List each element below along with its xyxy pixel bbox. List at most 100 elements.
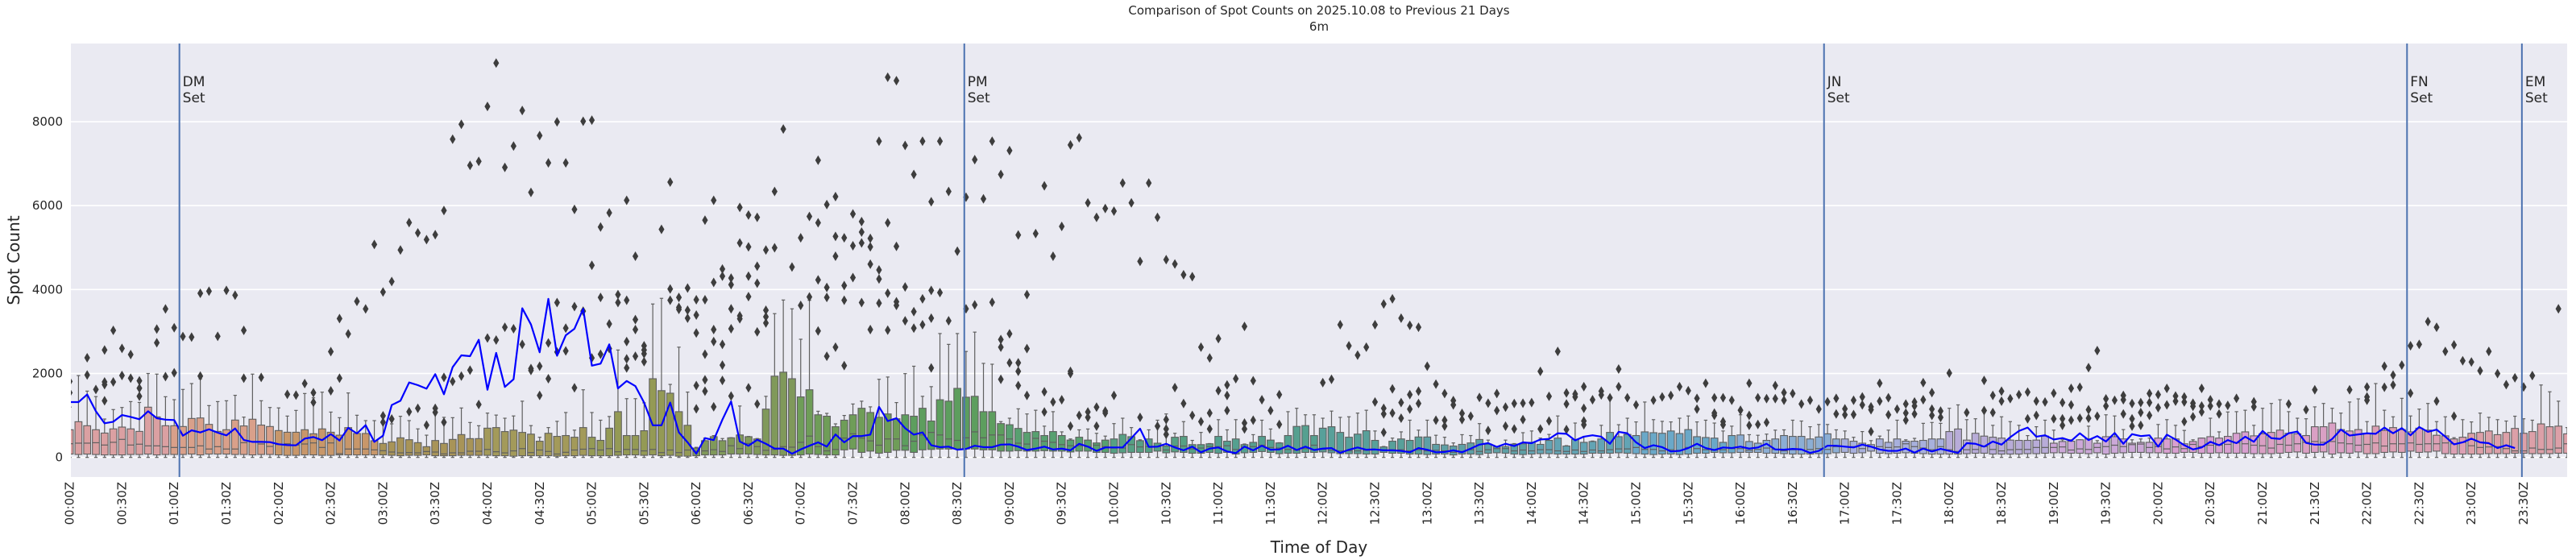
outlier-point <box>127 350 134 360</box>
box <box>761 396 770 458</box>
box-iqr <box>2389 427 2397 453</box>
box-iqr <box>1171 437 1179 453</box>
box <box>457 407 466 458</box>
box-iqr <box>2293 433 2302 453</box>
box-iqr <box>2528 431 2537 454</box>
outlier-point <box>397 245 404 255</box>
outlier-point <box>658 224 665 234</box>
x-tick-label: 16:30Z <box>1786 482 1800 525</box>
outlier-point <box>806 292 813 302</box>
box-iqr <box>170 425 179 455</box>
outlier-point <box>1050 396 1056 407</box>
box-iqr <box>1301 425 1309 453</box>
outlier-point <box>1128 197 1135 208</box>
outlier-point <box>588 353 595 363</box>
outlier-point <box>1241 424 1248 434</box>
box <box>1893 419 1902 458</box>
outlier-point <box>1415 386 1422 396</box>
box-iqr <box>1780 434 1788 454</box>
outlier-point <box>1215 334 1222 344</box>
outlier-point <box>1371 396 1379 407</box>
box-iqr <box>1893 438 1902 454</box>
outlier-point <box>1146 178 1152 189</box>
event-label-line: Set <box>2410 90 2433 106</box>
outlier-point <box>2076 413 2083 424</box>
outlier-point <box>2085 363 2092 373</box>
outlier-point <box>1215 385 1222 396</box>
outlier-point <box>989 136 995 147</box>
box <box>614 349 622 458</box>
outlier-point <box>380 287 386 297</box>
box <box>127 400 135 458</box>
outlier-point <box>467 365 473 375</box>
outlier-point <box>2007 393 2014 404</box>
x-tick-label: 18:00Z <box>1942 482 1956 525</box>
box <box>2380 409 2389 458</box>
outlier-point <box>632 314 639 325</box>
box-iqr <box>1858 442 1867 454</box>
box-iqr <box>1623 433 1632 454</box>
outlier-point <box>1937 406 1944 417</box>
outlier-point <box>537 131 543 141</box>
outlier-point <box>885 72 891 82</box>
box-iqr <box>248 418 257 456</box>
x-tick-label: 04:00Z <box>480 482 495 525</box>
box-iqr <box>1284 434 1292 454</box>
outlier-point <box>197 371 204 381</box>
outlier-point <box>2433 396 2440 406</box>
x-tick-label: 22:00Z <box>2360 482 2375 525</box>
outlier-point <box>1833 393 1840 404</box>
outlier-point <box>1563 388 1570 398</box>
box <box>2310 406 2319 458</box>
outlier-point <box>1668 390 1674 400</box>
box <box>266 407 274 458</box>
outlier-point <box>1415 398 1422 409</box>
outlier-point <box>2512 372 2518 383</box>
outlier-point <box>2094 411 2101 421</box>
outlier-point <box>728 391 734 401</box>
box-iqr <box>857 408 866 453</box>
outlier-point <box>1067 421 1074 431</box>
outlier-point <box>702 386 708 396</box>
event-label-line: Set <box>1827 90 1850 106</box>
outlier-point <box>2198 407 2205 417</box>
box <box>2136 438 2145 458</box>
outlier-point <box>554 297 560 308</box>
outlier-point <box>2060 397 2066 408</box>
box <box>222 400 230 458</box>
box <box>1127 427 1135 458</box>
outlier-point <box>1102 408 1109 418</box>
outlier-point <box>554 117 560 127</box>
box-iqr <box>2467 433 2476 455</box>
outlier-point <box>2459 355 2466 366</box>
outlier-point <box>423 420 429 430</box>
box <box>683 391 692 458</box>
outlier-point <box>1659 392 1665 402</box>
box-iqr <box>161 425 170 455</box>
outlier-point <box>1850 409 1857 420</box>
box-iqr <box>100 432 109 456</box>
box <box>2267 403 2275 458</box>
box-iqr <box>1405 439 1414 455</box>
box <box>422 434 431 458</box>
outlier-point <box>363 304 369 314</box>
event-line-label: EM Set <box>2525 74 2548 106</box>
outlier-point <box>702 375 708 385</box>
box <box>823 413 832 458</box>
box-iqr <box>1562 446 1570 455</box>
outlier-point <box>1259 395 1265 405</box>
outlier-point <box>336 373 342 384</box>
box-iqr <box>2067 441 2076 454</box>
outlier-point <box>2068 384 2075 394</box>
box <box>1171 433 1179 458</box>
outlier-point <box>2163 384 2170 394</box>
box <box>1858 430 1867 458</box>
box-iqr <box>814 414 823 455</box>
outlier-point <box>1545 416 1553 426</box>
outlier-point <box>754 212 761 222</box>
outlier-point <box>867 324 873 334</box>
outlier-point <box>902 140 908 151</box>
outlier-point <box>2120 395 2126 405</box>
x-tick-label: 10:00Z <box>1107 482 1122 525</box>
box-iqr <box>448 438 457 457</box>
